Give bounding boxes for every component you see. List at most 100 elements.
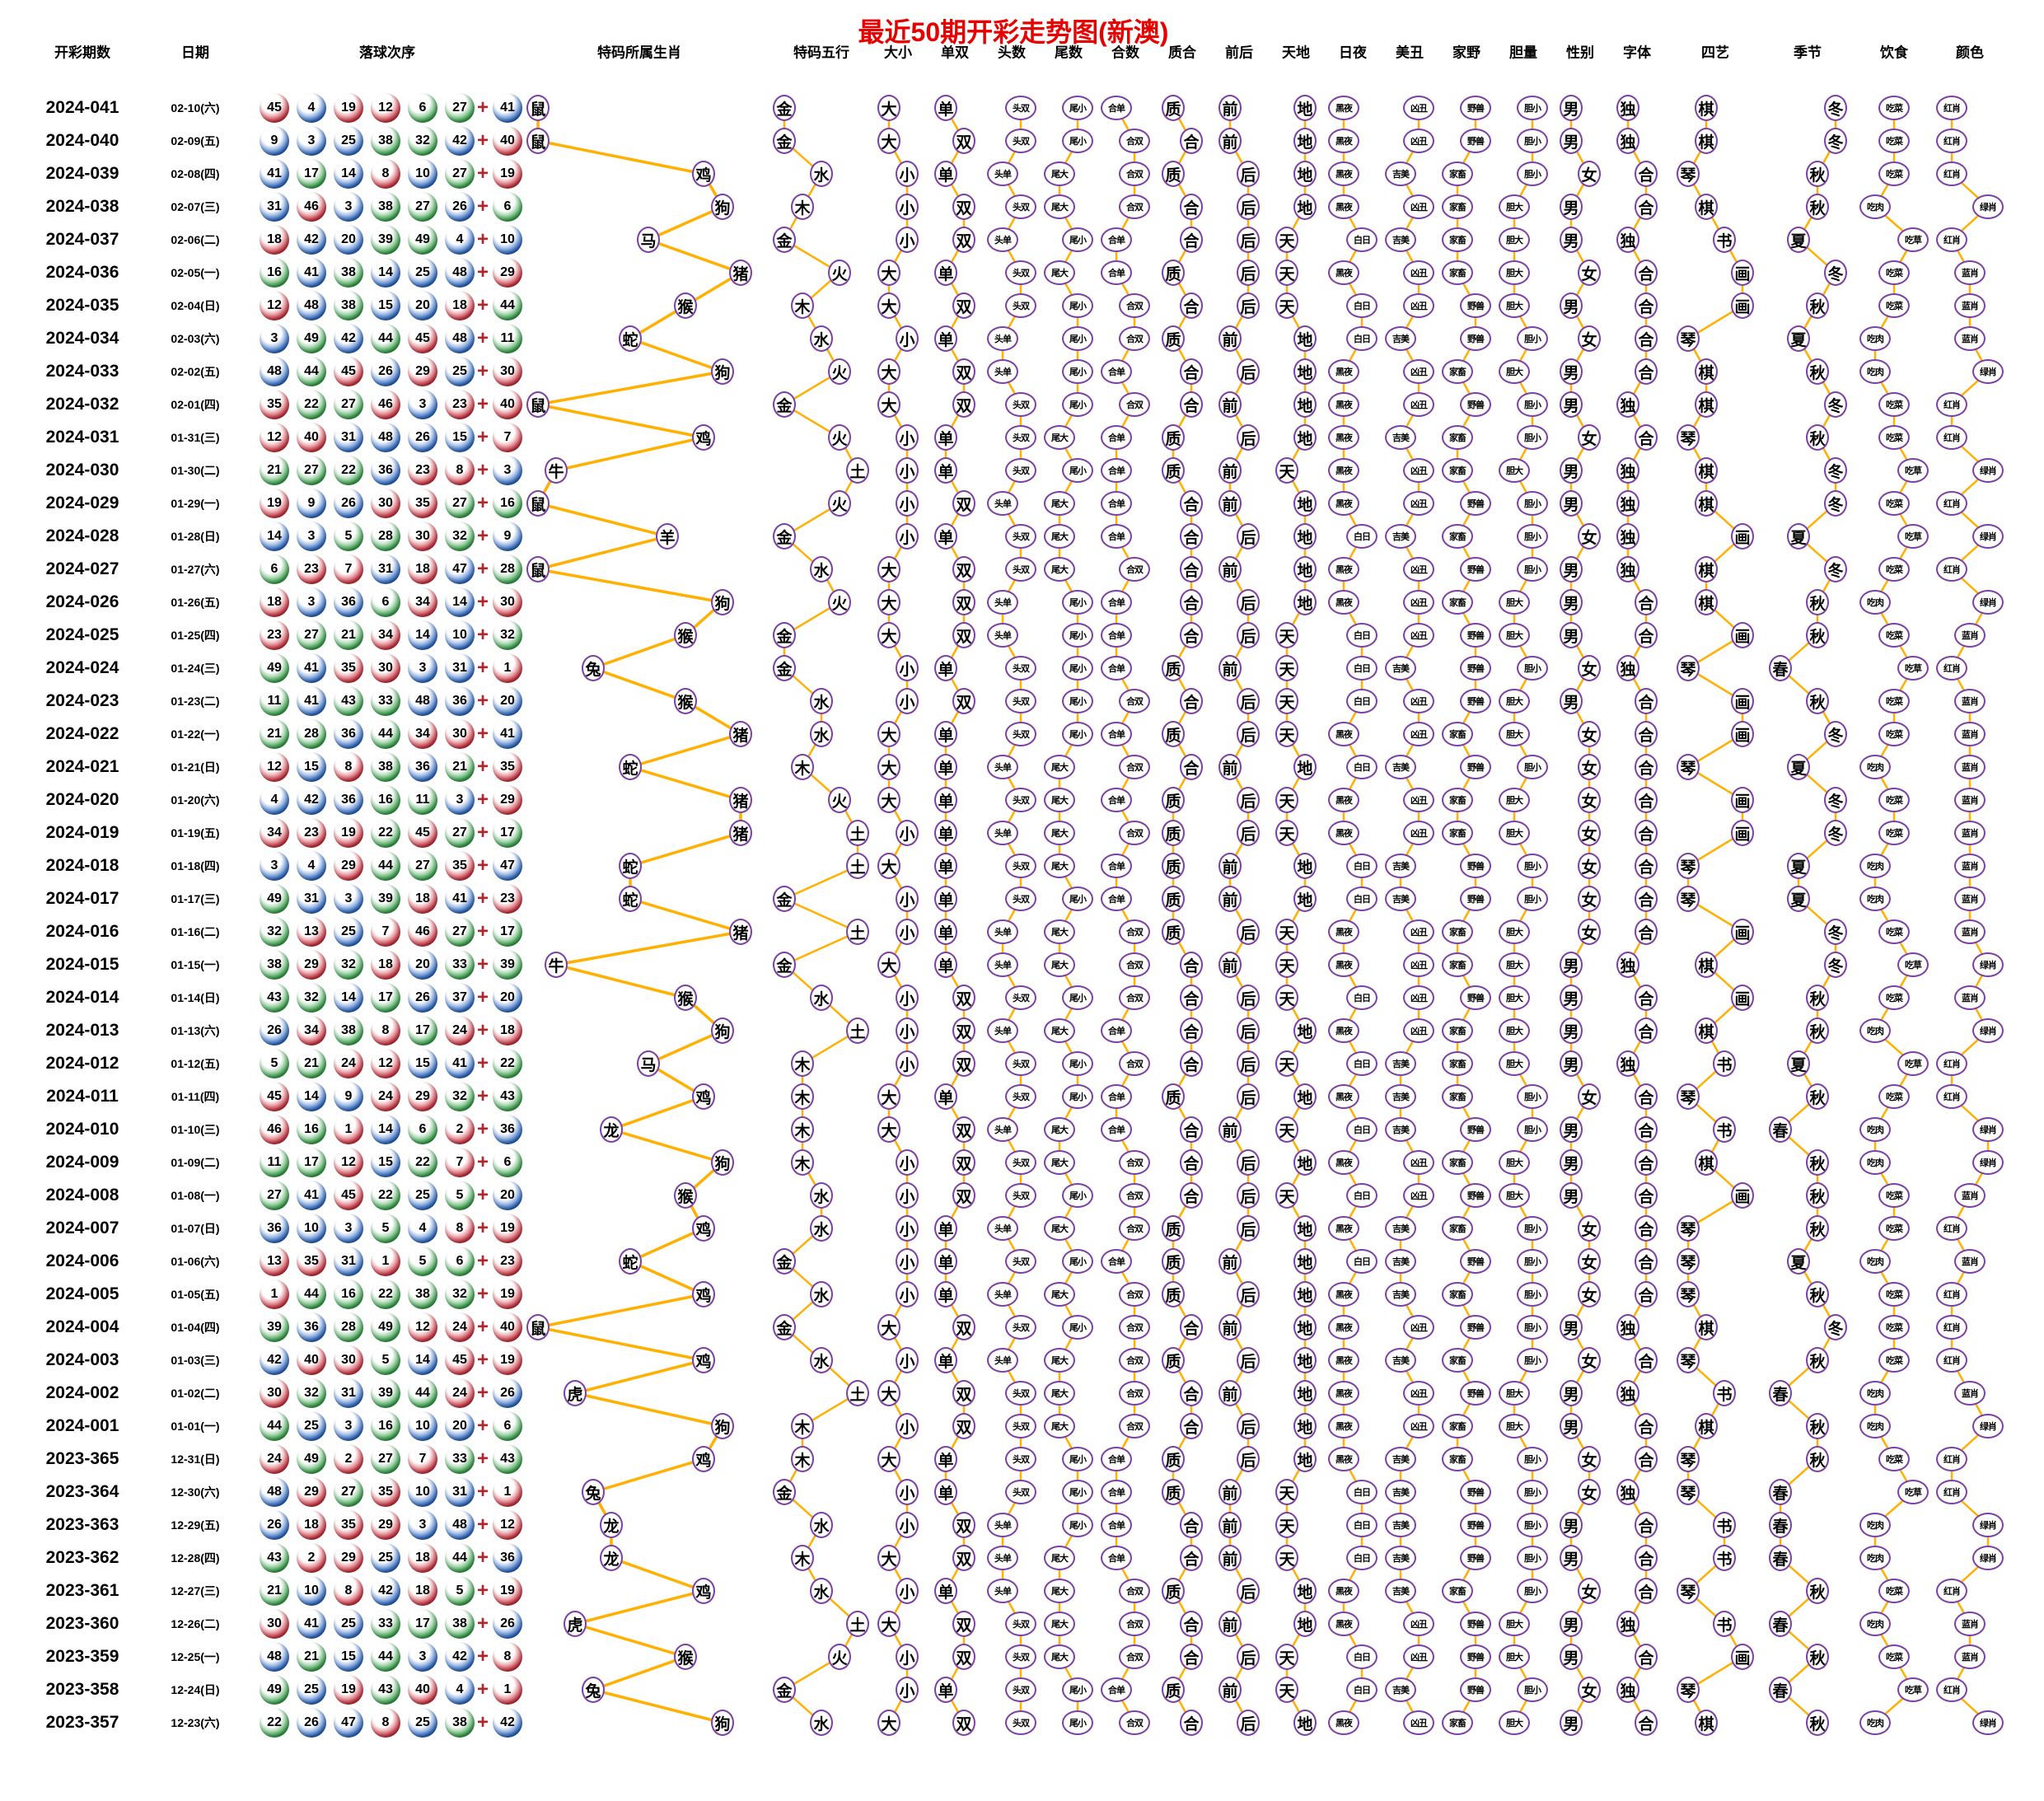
cell-circle-zodiac: 猴 <box>674 985 697 1011</box>
cell-circle-jijie: 秋 <box>1806 1149 1829 1176</box>
cell-circle-daxiao: 大 <box>877 787 900 813</box>
ball: 41 <box>445 1049 475 1078</box>
period-label: 2023-363 <box>45 1515 119 1534</box>
plus-icon: + <box>476 1382 489 1404</box>
ball: 43 <box>334 686 363 716</box>
cell-circle-meichou: 凶丑 <box>1403 96 1434 120</box>
date-label: 12-28(四) <box>171 1551 220 1565</box>
plus-icon: + <box>476 261 489 283</box>
cell-circle-ziti: 合 <box>1635 1281 1658 1307</box>
ball: 31 <box>445 653 475 683</box>
date-label: 02-06(二) <box>171 233 220 246</box>
cell-circle-meichou: 凶丑 <box>1403 1315 1434 1340</box>
cell-circle-qianhou: 前 <box>1218 490 1242 517</box>
cell-circle-zhihe: 质 <box>1162 1281 1185 1307</box>
column-header-qianhou: 前后 <box>1225 44 1253 61</box>
cell-circle-danshuang: 单 <box>934 1347 957 1373</box>
ball: 19 <box>334 1675 363 1705</box>
cell-circle-weishu: 尾大 <box>1044 1282 1075 1307</box>
column-header-heshu: 合数 <box>1111 44 1139 61</box>
plus-icon: + <box>476 1184 489 1206</box>
cell-circle-zhihe: 合 <box>1180 1413 1203 1439</box>
period-label: 2024-037 <box>45 230 119 249</box>
cell-circle-heshu: 合单 <box>1101 1249 1132 1274</box>
cell-circle-element: 火 <box>828 424 851 451</box>
cell-circle-yinshi: 吃草 <box>1897 1677 1929 1702</box>
ball: 45 <box>408 324 437 353</box>
cell-circle-element: 木 <box>791 1149 814 1176</box>
cell-circle-qianhou: 后 <box>1237 1578 1260 1604</box>
cell-circle-zodiac: 鸡 <box>692 1446 715 1472</box>
cell-circle-weishu: 尾小 <box>1062 293 1093 318</box>
cell-circle-yanse: 蓝肖 <box>1954 854 1986 878</box>
ball: 20 <box>408 950 437 980</box>
ball: 30 <box>371 653 400 683</box>
cell-circle-xingbie: 女 <box>1578 1248 1601 1275</box>
cell-circle-zhihe: 质 <box>1162 1215 1185 1242</box>
cell-circle-danliang: 胆大 <box>1499 293 1530 318</box>
date-label: 01-09(二) <box>171 1156 220 1169</box>
plus-icon: + <box>476 1151 489 1173</box>
cell-circle-siyi: 琴 <box>1677 754 1700 780</box>
ball: 27 <box>260 1181 289 1210</box>
cell-circle-weishu: 尾小 <box>1062 129 1093 153</box>
cell-circle-heshu: 合双 <box>1119 194 1150 219</box>
cell-circle-meichou: 凶丑 <box>1403 590 1434 615</box>
cell-circle-weishu: 尾小 <box>1062 1677 1093 1702</box>
cell-circle-zhihe: 合 <box>1180 1545 1203 1571</box>
cell-circle-xingbie: 男 <box>1560 1380 1583 1406</box>
cell-circle-heshu: 合双 <box>1119 985 1150 1010</box>
cell-circle-jiaye: 家畜 <box>1442 524 1473 549</box>
cell-circle-zodiac: 鼠 <box>526 95 550 121</box>
cell-circle-yinshi: 吃草 <box>1897 227 1929 252</box>
cell-circle-element: 水 <box>810 688 833 714</box>
cell-circle-yanse: 蓝肖 <box>1954 1612 1986 1636</box>
cell-circle-daxiao: 大 <box>877 128 900 154</box>
cell-circle-danliang: 胆大 <box>1499 919 1530 944</box>
ball: 36 <box>334 719 363 749</box>
cell-circle-riye: 黑夜 <box>1328 1579 1359 1603</box>
period-label: 2024-013 <box>45 1021 119 1040</box>
ball: 13 <box>260 1247 289 1276</box>
column-header-xingbie: 性别 <box>1566 44 1594 61</box>
cell-circle-zodiac: 鼠 <box>526 1314 550 1340</box>
cell-circle-siyi: 书 <box>1713 1545 1736 1571</box>
cell-circle-element: 水 <box>810 1578 833 1604</box>
cell-circle-xingbie: 女 <box>1578 1479 1601 1505</box>
cell-circle-zhihe: 合 <box>1180 1512 1203 1538</box>
cell-circle-element: 水 <box>810 1215 833 1242</box>
cell-circle-zodiac: 鼠 <box>526 391 550 418</box>
special-ball: 36 <box>493 1115 522 1144</box>
cell-circle-tiandi: 天 <box>1275 622 1298 648</box>
ball: 34 <box>408 719 437 749</box>
cell-circle-zodiac: 虎 <box>564 1611 587 1637</box>
date-label: 01-08(一) <box>171 1189 220 1202</box>
cell-circle-zodiac: 兔 <box>582 1479 605 1505</box>
cell-circle-element: 土 <box>846 853 869 879</box>
cell-circle-zodiac: 狗 <box>711 589 734 615</box>
date-label: 01-19(五) <box>171 826 220 840</box>
cell-circle-siyi: 琴 <box>1677 1578 1700 1604</box>
cell-circle-yinshi: 吃菜 <box>1878 1447 1910 1471</box>
special-ball: 22 <box>493 1049 522 1078</box>
period-label: 2023-359 <box>45 1647 119 1666</box>
cell-circle-zodiac: 马 <box>637 1050 660 1077</box>
cell-circle-meichou: 凶丑 <box>1403 1414 1434 1438</box>
cell-circle-danliang: 胆小 <box>1517 1447 1548 1471</box>
cell-circle-xingbie: 女 <box>1578 1083 1601 1110</box>
cell-circle-element: 金 <box>773 655 796 681</box>
cell-circle-qianhou: 后 <box>1237 424 1260 451</box>
cell-circle-riye: 白日 <box>1346 1249 1377 1274</box>
ball: 18 <box>408 1576 437 1606</box>
ball: 24 <box>260 1444 289 1474</box>
cell-circle-zodiac: 狗 <box>711 1017 734 1044</box>
special-ball: 32 <box>493 620 522 650</box>
ball: 27 <box>297 620 326 650</box>
cell-circle-riye: 白日 <box>1346 623 1377 648</box>
cell-circle-zhihe: 质 <box>1162 1083 1185 1110</box>
plus-icon: + <box>476 1481 489 1503</box>
cell-circle-weishu: 尾小 <box>1062 1084 1093 1109</box>
cell-circle-tiandi: 天 <box>1275 1512 1298 1538</box>
cell-circle-danliang: 胆小 <box>1517 656 1548 681</box>
cell-circle-qianhou: 前 <box>1218 1248 1242 1275</box>
